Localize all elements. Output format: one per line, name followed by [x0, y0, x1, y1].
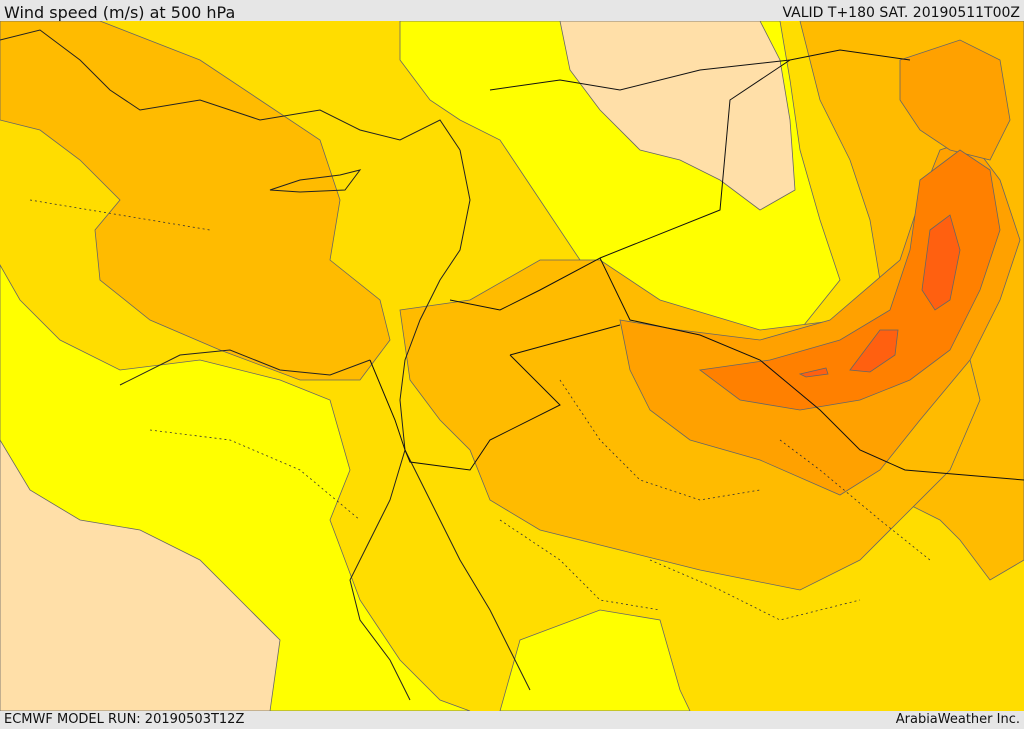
valid-time-label: VALID T+180 SAT. 20190511T00Z: [782, 5, 1020, 21]
internal-boundaries: [29, 199, 931, 621]
red-orange-zone-max-3: [798, 367, 829, 378]
dark-orange-zone-core: [698, 149, 1001, 411]
model-run-label: ECMWF MODEL RUN: 20190503T12Z: [4, 712, 245, 727]
title-bar: Wind speed (m/s) at 500 hPa VALID T+180 …: [0, 0, 1024, 22]
orange-zone-northeast: [899, 39, 1011, 161]
wind-speed-map: [0, 21, 1024, 711]
pale-zone-north: [559, 21, 796, 211]
coastlines: [0, 29, 531, 701]
chart-title: Wind speed (m/s) at 500 hPa: [4, 3, 236, 22]
red-orange-zone-max-2: [849, 329, 899, 373]
credit-label: ArabiaWeather Inc.: [895, 712, 1020, 727]
red-orange-zone-max-1: [921, 214, 961, 311]
pale-zone-southwest: [0, 439, 281, 711]
amber-zone-mediterranean: [0, 21, 391, 381]
borders: [369, 49, 1024, 481]
footer-bar: ECMWF MODEL RUN: 20190503T12Z ArabiaWeat…: [0, 711, 1024, 729]
yellow-zone-southeast: [499, 609, 691, 711]
